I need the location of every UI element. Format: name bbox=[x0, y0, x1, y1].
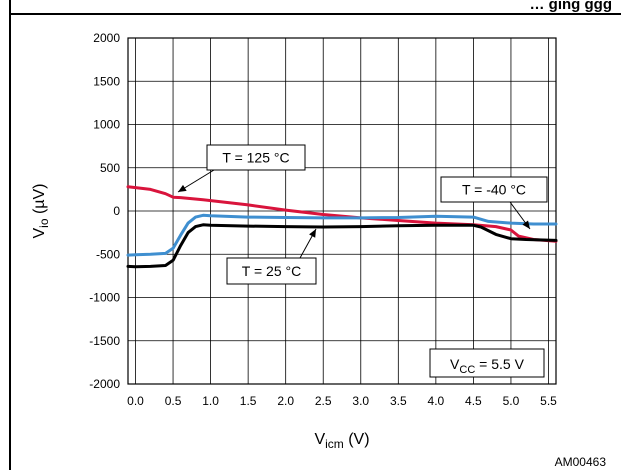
x-tick-label: 5.5 bbox=[540, 394, 557, 408]
annotation-box bbox=[226, 257, 317, 285]
y-tick-label: -2000 bbox=[89, 377, 120, 391]
y-tick-label: 0 bbox=[113, 204, 120, 218]
y-tick-label: 500 bbox=[100, 161, 120, 175]
annotation-arrowhead bbox=[178, 184, 187, 192]
x-axis-label-main: V bbox=[314, 431, 325, 448]
x-tick-label: 0.0 bbox=[127, 394, 144, 408]
x-tick-label: 0.5 bbox=[165, 394, 182, 408]
series-minus40c-line bbox=[126, 213, 558, 257]
x-tick-label: 3.5 bbox=[390, 394, 407, 408]
annotation-arrowhead bbox=[309, 229, 316, 238]
annotation-label: T = 25 °C bbox=[242, 263, 301, 279]
figure-reference: AM00463 bbox=[555, 455, 607, 469]
annotation-25c: T = 25 °C bbox=[226, 228, 317, 285]
x-tick-label: 1.5 bbox=[240, 394, 257, 408]
y-axis-label-sub: io bbox=[37, 218, 51, 228]
annotation-125c: T = 125 °C bbox=[177, 144, 306, 193]
annotation-arrowhead bbox=[522, 220, 530, 229]
y-tick-label: 1000 bbox=[93, 118, 120, 132]
x-tick-label: 1.0 bbox=[202, 394, 219, 408]
x-tick-label: 4.0 bbox=[428, 394, 445, 408]
x-tick-label: 5.0 bbox=[503, 394, 520, 408]
y-axis-label-unit: (µV) bbox=[31, 183, 48, 218]
y-tick-label: -500 bbox=[96, 247, 120, 261]
condition-main: V bbox=[450, 356, 460, 372]
x-axis-label: Vicm (V) bbox=[314, 431, 369, 451]
condition-box: VCC = 5.5 V bbox=[429, 348, 545, 378]
x-axis-label-sub: icm bbox=[325, 437, 344, 451]
chart: 0.0 0.5 1.0 1.5 2.0 2.5 3.0 3.5 4.0 4.5 5.0 5.5 200… bbox=[31, 31, 558, 451]
condition-text: VCC = 5.5 V bbox=[450, 356, 525, 376]
series-lines bbox=[126, 185, 558, 269]
x-tick-label: 3.0 bbox=[352, 394, 369, 408]
annotation-label: T = 125 °C bbox=[222, 150, 289, 166]
series-125c-line bbox=[126, 185, 558, 243]
y-tick-labels: 2000 1500 1000 500 0 -500 -1000 -1500 -2000 bbox=[89, 31, 120, 391]
y-tick-label: 1500 bbox=[93, 74, 120, 88]
x-tick-label: 4.5 bbox=[465, 394, 482, 408]
annotation-label: T = -40 °C bbox=[462, 182, 526, 198]
y-axis-label: Vio (µV) bbox=[31, 183, 51, 238]
series-25c-line bbox=[126, 223, 558, 269]
condition-rest: = 5.5 V bbox=[475, 356, 524, 372]
x-tick-labels: 0.0 0.5 1.0 1.5 2.0 2.5 3.0 3.5 4.0 4.5 5.0 5.5 bbox=[127, 394, 557, 408]
condition-sub: CC bbox=[459, 364, 475, 376]
y-tick-label: -1500 bbox=[89, 334, 120, 348]
x-tick-label: 2.5 bbox=[315, 394, 332, 408]
y-tick-label: 2000 bbox=[93, 31, 120, 45]
annotations: T = 125 °C T = 25 °C T = -40 °C bbox=[177, 144, 548, 285]
grid-lines bbox=[128, 37, 556, 385]
y-tick-label: -1000 bbox=[89, 291, 120, 305]
annotation-minus40c: T = -40 °C bbox=[440, 176, 548, 230]
annotation-box bbox=[206, 144, 306, 171]
annotation-box bbox=[440, 176, 548, 203]
y-axis-label-main: V bbox=[31, 228, 48, 239]
header-fragment-text: … ging ggg bbox=[530, 0, 612, 13]
x-tick-label: 2.0 bbox=[277, 394, 294, 408]
x-axis-label-unit: (V) bbox=[344, 431, 370, 448]
